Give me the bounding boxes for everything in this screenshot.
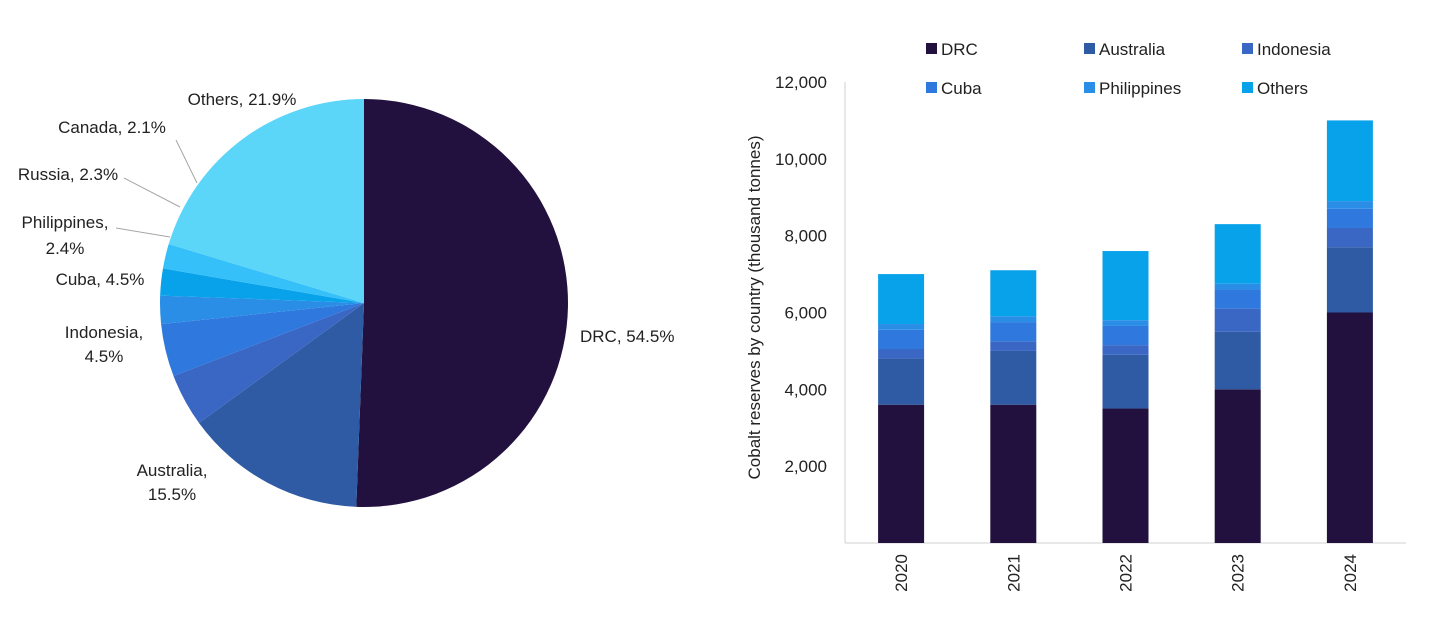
legend-swatch-drc [926, 43, 937, 54]
pie-slice-philippines [160, 295, 364, 325]
pie-label-russia: Russia, 2.3% [18, 165, 118, 184]
bar-segment-philippines-2021 [990, 316, 1037, 323]
y-tick-label: 2,000 [784, 457, 827, 476]
pie-slice-russia [160, 268, 364, 303]
legend-label-australia: Australia [1099, 40, 1166, 59]
bar-segment-australia-2023 [1214, 331, 1261, 390]
bar-segment-indonesia-2021 [990, 341, 1037, 351]
pie-slice-cuba [161, 303, 364, 377]
bar-segment-cuba-2020 [878, 329, 925, 349]
y-tick-label: 12,000 [775, 73, 827, 92]
legend-label-others: Others [1257, 79, 1308, 98]
bar-segment-philippines-2020 [878, 324, 925, 330]
bar-segment-drc-2021 [990, 404, 1037, 543]
bar-segment-philippines-2023 [1214, 283, 1261, 290]
bar-segment-others-2022 [1102, 251, 1149, 321]
bar-segment-drc-2022 [1102, 408, 1149, 543]
x-tick-label: 2023 [1229, 554, 1248, 592]
x-tick-label: 2024 [1341, 554, 1360, 592]
pie-label-cuba: Cuba, 4.5% [56, 270, 145, 289]
y-tick-label: 4,000 [784, 380, 827, 399]
bar-segment-philippines-2024 [1326, 201, 1373, 209]
bar-segment-others-2020 [878, 274, 925, 325]
legend-label-drc: DRC [941, 40, 978, 59]
pie-label-drc: DRC, 54.5% [580, 327, 674, 346]
legend-label-philippines: Philippines [1099, 79, 1181, 98]
x-tick-label: 2021 [1004, 554, 1023, 592]
bar-segment-australia-2024 [1326, 247, 1373, 313]
pie-label-philippines: Philippines, 2.4% [22, 213, 109, 258]
bar-segment-cuba-2024 [1326, 208, 1373, 228]
pie-label-others: Others, 21.9% [188, 90, 297, 109]
pie-label-canada: Canada, 2.1% [58, 118, 166, 137]
x-tick-label: 2022 [1117, 554, 1136, 592]
bar-segment-drc-2020 [878, 404, 925, 543]
pie-chart: DRC, 54.5% Australia, 15.5% Indonesia, 4.5% C… [18, 90, 674, 507]
bar-segment-cuba-2021 [990, 322, 1037, 342]
pie-slice-indonesia [173, 303, 364, 423]
pie-slice-others [168, 99, 364, 303]
pie-slice-australia [198, 303, 364, 507]
legend-swatch-indonesia [1242, 43, 1253, 54]
bar-segment-australia-2020 [878, 358, 925, 405]
bar-segment-indonesia-2023 [1214, 308, 1261, 332]
bar-segment-others-2021 [990, 270, 1037, 317]
pie-slice-drc [356, 99, 568, 507]
pie-label-australia: Australia, 15.5% [137, 461, 208, 504]
legend-label-cuba: Cuba [941, 79, 982, 98]
bar-segment-australia-2022 [1102, 354, 1149, 409]
legend-swatch-philippines [1084, 82, 1095, 93]
bar-segment-philippines-2022 [1102, 320, 1149, 326]
y-tick-label: 8,000 [784, 227, 827, 246]
bar-segment-others-2023 [1214, 224, 1261, 284]
bar-segment-indonesia-2022 [1102, 345, 1149, 355]
legend-label-indonesia: Indonesia [1257, 40, 1331, 59]
stacked-bar-chart: 2,000 4,000 6,000 8,000 10,000 12,000 Cobalt r… [745, 40, 1406, 592]
y-tick-label: 10,000 [775, 150, 827, 169]
pie-leader-line-russia [123, 177, 181, 208]
bar-segment-indonesia-2024 [1326, 227, 1373, 248]
pie-label-indonesia: Indonesia, 4.5% [65, 323, 143, 366]
legend-swatch-cuba [926, 82, 937, 93]
bar-segment-drc-2024 [1326, 312, 1373, 543]
pie-leader-line-philippines [115, 227, 171, 238]
legend-swatch-australia [1084, 43, 1095, 54]
bar-segment-australia-2021 [990, 350, 1037, 405]
bar-segment-indonesia-2020 [878, 348, 925, 359]
pie-leader-line-canada [175, 139, 198, 184]
y-axis-label: Cobalt reserves by country (thousand ton… [745, 136, 764, 480]
pie-slice-canada [162, 244, 364, 303]
y-tick-label: 6,000 [784, 304, 827, 323]
bar-segment-cuba-2023 [1214, 289, 1261, 309]
bar-segment-cuba-2022 [1102, 325, 1149, 346]
bar-segment-drc-2023 [1214, 389, 1261, 543]
x-tick-label: 2020 [892, 554, 911, 592]
legend-swatch-others [1242, 82, 1253, 93]
bar-segment-others-2024 [1326, 120, 1373, 202]
